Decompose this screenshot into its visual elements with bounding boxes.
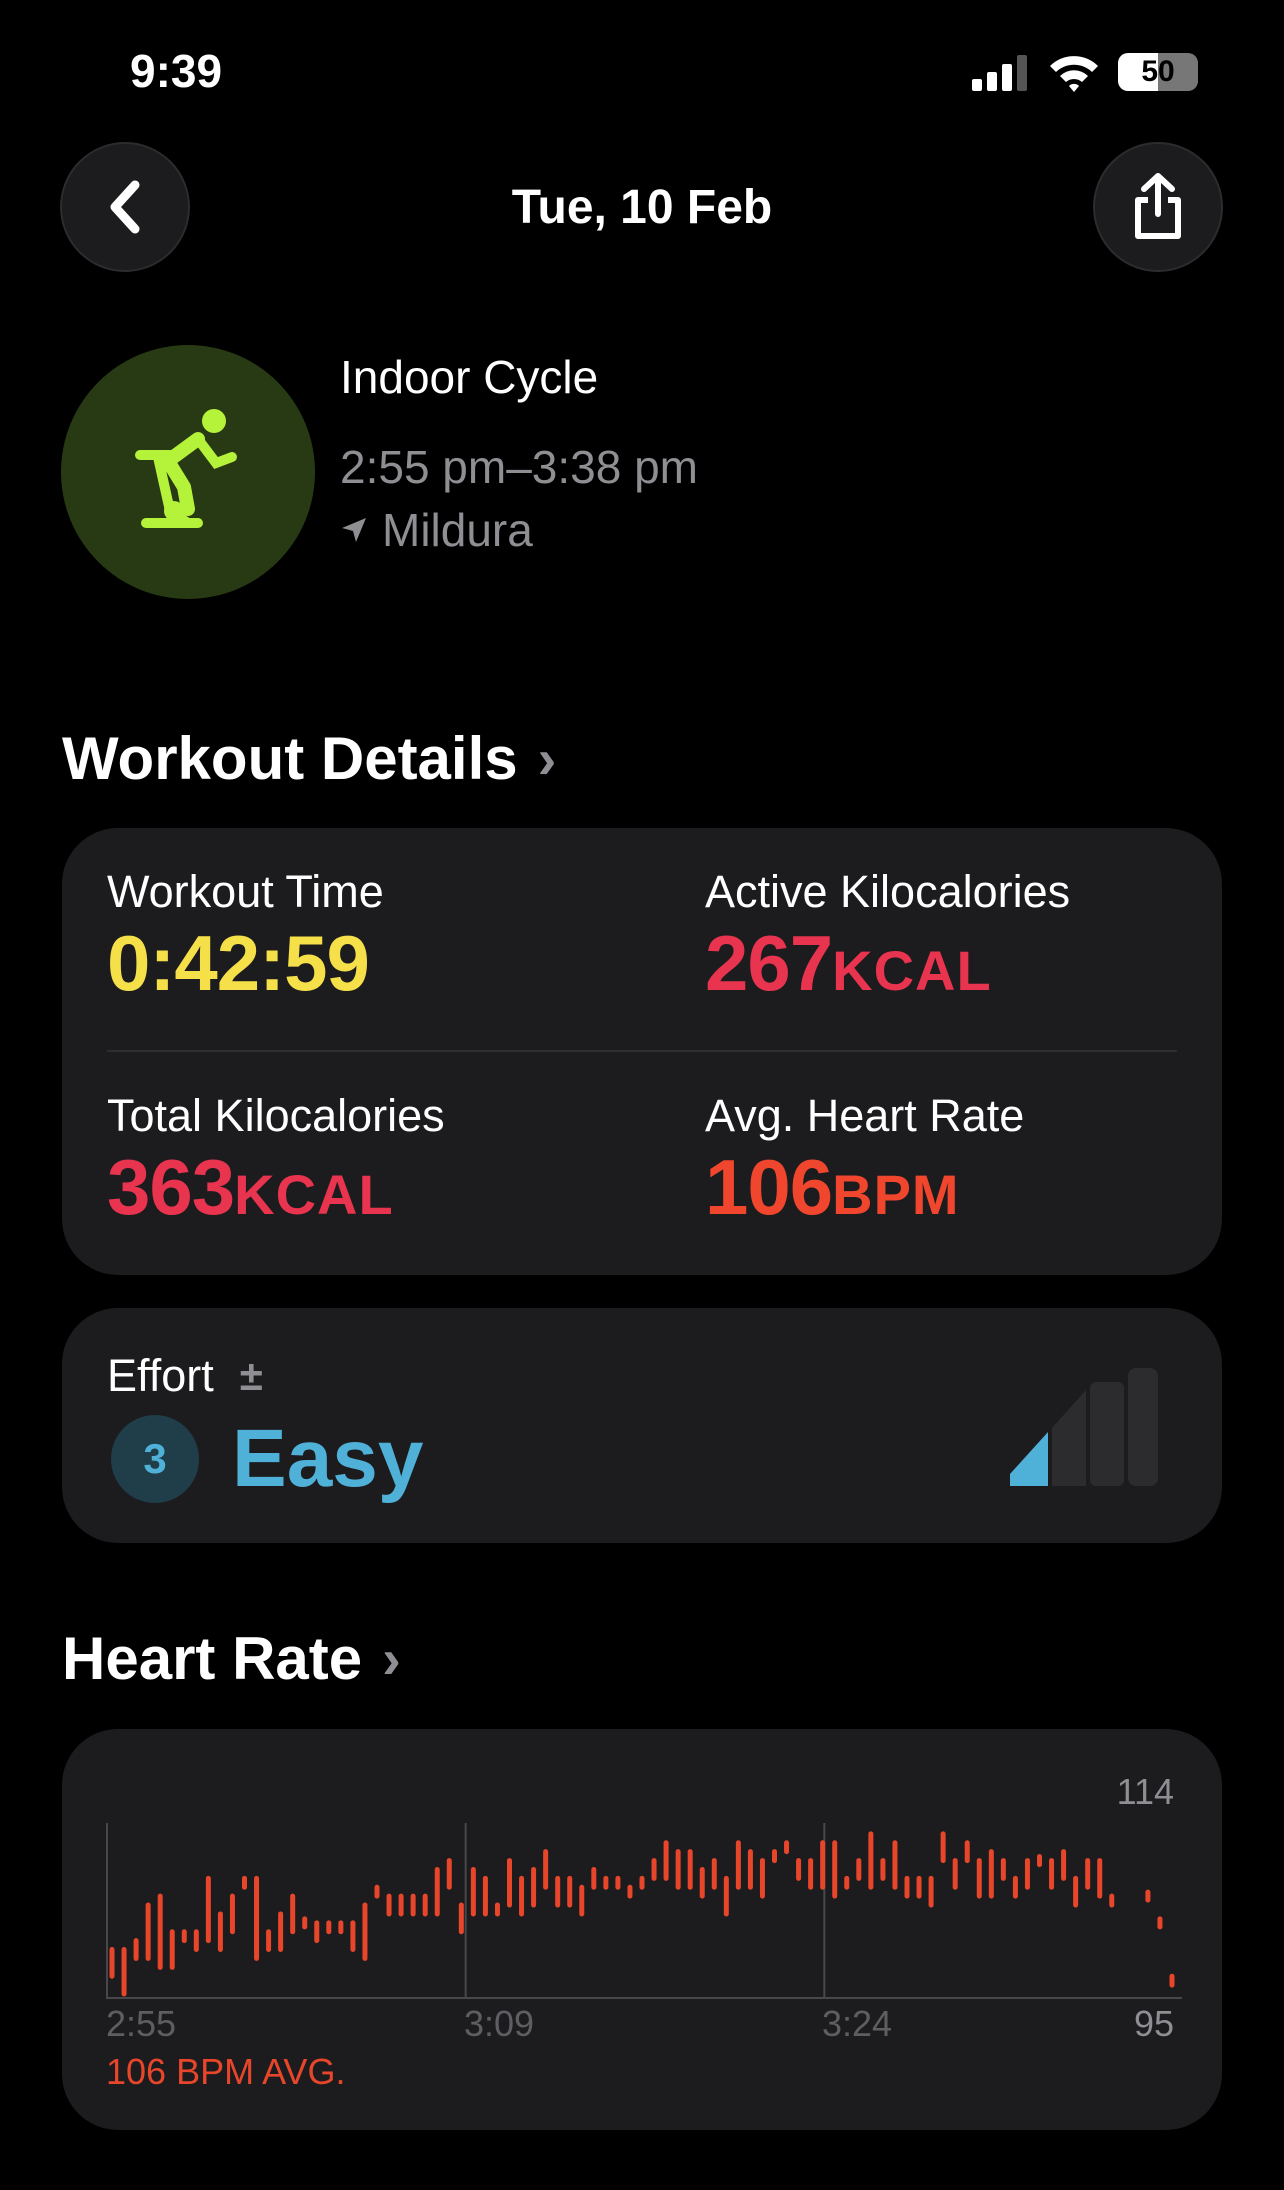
effort-level-badge: 3 — [111, 1415, 199, 1503]
y-max-label: 114 — [1116, 1771, 1174, 1812]
cellular-signal-icon — [972, 55, 1032, 91]
wifi-icon — [1048, 52, 1100, 97]
metric-label: Avg. Heart Rate — [705, 1090, 1025, 1141]
effort-meter-icon — [1010, 1368, 1158, 1486]
section-title: Heart Rate — [62, 1625, 363, 1692]
back-button[interactable] — [60, 142, 190, 272]
workout-time-range: 2:55 pm–3:38 pm — [340, 441, 699, 493]
chevron-left-icon — [110, 180, 140, 234]
metric-unit: KCAL — [832, 939, 992, 1002]
share-button[interactable] — [1093, 142, 1223, 272]
effort-card[interactable]: Effort ± 3 Easy — [62, 1308, 1222, 1543]
x-tick-label: 3:09 — [464, 2003, 535, 2044]
metric-unit: BPM — [832, 1163, 960, 1226]
section-title: Workout Details — [62, 725, 518, 792]
heart-rate-chart — [106, 1823, 1182, 1999]
heart-rate-card[interactable]: 114 2:55 3:09 3:24 95 106 BPM AVG. — [62, 1729, 1222, 2130]
metric-label: Active Kilocalories — [705, 866, 1071, 917]
page-title: Tue, 10 Feb — [511, 181, 773, 234]
workout-name: Indoor Cycle — [340, 351, 599, 403]
status-time: 9:39 — [130, 45, 223, 97]
metric-value: 363 — [107, 1143, 235, 1231]
divider — [107, 1050, 1177, 1052]
location-arrow-icon — [342, 518, 366, 542]
metric-label: Total Kilocalories — [107, 1090, 445, 1141]
battery-level: 50 — [1141, 55, 1175, 88]
x-tick-label: 2:55 — [106, 2003, 177, 2044]
workout-details-link[interactable]: Workout Details › — [62, 724, 556, 793]
metric-value: 106 — [705, 1143, 833, 1231]
workout-time-metric: Workout Time 0:42:59 — [107, 866, 384, 1009]
chevron-right-icon: › — [382, 1627, 401, 1690]
workout-location: Mildura — [340, 503, 533, 557]
metric-value: 267 — [705, 919, 833, 1007]
indoor-cycle-icon — [61, 345, 315, 599]
effort-level: 3 — [143, 1435, 167, 1482]
effort-label: Effort — [107, 1350, 214, 1401]
battery-icon: 50 — [1118, 53, 1198, 91]
effort-text: Easy — [232, 1413, 424, 1504]
location-text: Mildura — [382, 504, 533, 556]
heart-rate-link[interactable]: Heart Rate › — [62, 1624, 401, 1693]
metric-unit: KCAL — [234, 1163, 394, 1226]
active-kcal-metric: Active Kilocalories 267KCAL — [705, 866, 1070, 1009]
total-kcal-metric: Total Kilocalories 363KCAL — [107, 1090, 445, 1233]
x-tick-label: 3:24 — [822, 2003, 893, 2044]
metric-value: 0:42:59 — [107, 919, 370, 1007]
avg-heart-rate-metric: Avg. Heart Rate 106BPM — [705, 1090, 1024, 1233]
average-label: 106 BPM AVG. — [106, 2051, 346, 2092]
share-icon — [1135, 173, 1181, 239]
chevron-right-icon: › — [537, 727, 557, 790]
y-min-label: 95 — [1133, 2003, 1174, 2044]
metric-label: Workout Time — [107, 866, 384, 917]
adjust-effort-icon[interactable]: ± — [239, 1352, 263, 1399]
workout-details-card: Workout Time 0:42:59 Active Kilocalories… — [62, 828, 1222, 1275]
